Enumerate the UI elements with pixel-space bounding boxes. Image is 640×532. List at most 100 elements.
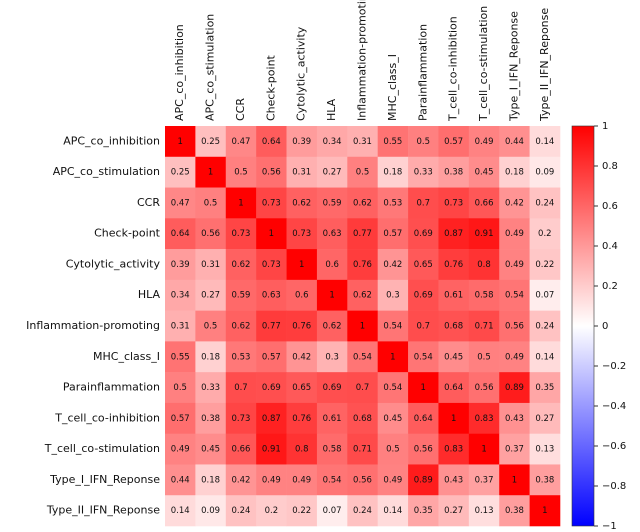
heatmap-cell (165, 402, 196, 434)
column-label: MHC_class_I (386, 54, 399, 121)
row-label: T_cell_co-stimulation (44, 442, 160, 455)
heatmap-cell (499, 433, 530, 465)
heatmap-cell (316, 310, 348, 342)
column-label: APC_co_inhibition (173, 24, 186, 121)
row-label: APC_co_stimulation (53, 165, 160, 178)
heatmap-cell (529, 126, 561, 158)
cell-label: 0.89 (505, 383, 524, 393)
cell-label: 1 (481, 445, 486, 455)
column-label: Inflammation-promoting (356, 0, 369, 121)
cell-label: 0.73 (231, 229, 250, 239)
heatmap-cell (286, 372, 318, 404)
cell-label: 0.61 (323, 414, 342, 424)
heatmap-cell (438, 372, 470, 404)
colorbar-tick-label: 0.6 (602, 201, 618, 212)
cell-label: 0.5 (477, 352, 491, 362)
cell-label: 0.35 (535, 383, 554, 393)
cell-label: 1 (421, 383, 426, 393)
heatmap-cell (468, 402, 500, 434)
cell-label: 0.54 (353, 352, 372, 362)
heatmap-cell (195, 433, 227, 465)
heatmap-cell (408, 126, 439, 158)
cell-label: 0.5 (386, 445, 400, 455)
heatmap-cell (165, 126, 196, 158)
colorbar-tick-label: −1 (602, 521, 617, 532)
heatmap-cell (499, 402, 530, 434)
cell-label: 0.49 (292, 475, 311, 485)
heatmap-cell (468, 495, 500, 527)
heatmap-cell (256, 341, 287, 373)
heatmap-cell (165, 187, 196, 219)
heatmap-cell (316, 126, 348, 158)
cell-label: 0.5 (204, 198, 218, 208)
cell-label: 0.87 (444, 229, 463, 239)
heatmap-cell (286, 249, 318, 281)
heatmap-cell (195, 156, 227, 188)
cell-label: 0.42 (505, 198, 524, 208)
cell-label: 0.76 (292, 414, 311, 424)
cell-label: 0.38 (444, 168, 463, 178)
cell-label: 0.53 (231, 352, 250, 362)
cell-label: 0.77 (353, 229, 372, 239)
cell-label: 0.57 (262, 352, 281, 362)
heatmap-cell (438, 464, 470, 496)
heatmap-cell (408, 464, 439, 496)
cell-label: 0.44 (171, 475, 190, 485)
heatmap-cell (499, 464, 530, 496)
row-label: APC_co_inhibition (63, 134, 160, 147)
heatmap-cell (286, 495, 318, 527)
cell-label: 0.49 (262, 475, 281, 485)
heatmap-cell (195, 341, 227, 373)
heatmap-cell (225, 372, 257, 404)
heatmap-cell (499, 126, 530, 158)
cell-label: 0.73 (444, 198, 463, 208)
heatmap-cell (286, 464, 318, 496)
heatmap-cell (468, 310, 500, 342)
cell-label: 0.31 (201, 260, 220, 270)
cell-label: 0.22 (535, 260, 554, 270)
cell-label: 0.24 (231, 506, 250, 516)
heatmap-cell (165, 495, 196, 527)
cell-label: 0.91 (262, 445, 281, 455)
heatmap-cell (347, 279, 378, 311)
cell-label: 0.5 (234, 168, 248, 178)
heatmap-cell (408, 310, 439, 342)
cell-label: 0.6 (325, 260, 339, 270)
cell-label: 0.54 (383, 322, 402, 332)
heatmap-cell (195, 126, 227, 158)
colorbar-tick-label: 0.8 (602, 161, 618, 172)
heatmap-cell (165, 341, 196, 373)
heatmap-cell (377, 372, 409, 404)
heatmap-cell (347, 249, 378, 281)
row-label: Cytolytic_activity (66, 257, 161, 270)
cell-label: 0.77 (262, 322, 281, 332)
cell-label: 0.62 (292, 198, 311, 208)
cell-label: 0.73 (231, 414, 250, 424)
heatmap-cell (225, 218, 257, 250)
heatmap-cell (225, 279, 257, 311)
cell-label: 0.63 (323, 229, 342, 239)
cell-label: 0.33 (201, 383, 220, 393)
cell-label: 0.31 (171, 322, 190, 332)
heatmap-cell (408, 218, 439, 250)
cell-label: 0.56 (201, 229, 220, 239)
cell-label: 0.45 (201, 445, 220, 455)
heatmap-cell (225, 249, 257, 281)
column-label: Cytolytic_activity (295, 26, 308, 121)
heatmap-cell (438, 279, 470, 311)
heatmap-cell (529, 372, 561, 404)
cell-label: 0.34 (171, 291, 190, 301)
cell-label: 0.89 (414, 475, 433, 485)
heatmap-cell (165, 464, 196, 496)
column-label: Type_I_IFN_Reponse (507, 11, 520, 122)
cell-label: 0.47 (171, 198, 190, 208)
heatmap-cell (195, 310, 227, 342)
column-label: Check-point (264, 54, 277, 121)
heatmap-cell (499, 218, 530, 250)
cell-label: 1 (238, 198, 243, 208)
cell-label: 0.57 (383, 229, 402, 239)
cell-label: 0.13 (535, 445, 554, 455)
cell-label: 0.56 (505, 322, 524, 332)
cell-label: 0.8 (477, 260, 491, 270)
